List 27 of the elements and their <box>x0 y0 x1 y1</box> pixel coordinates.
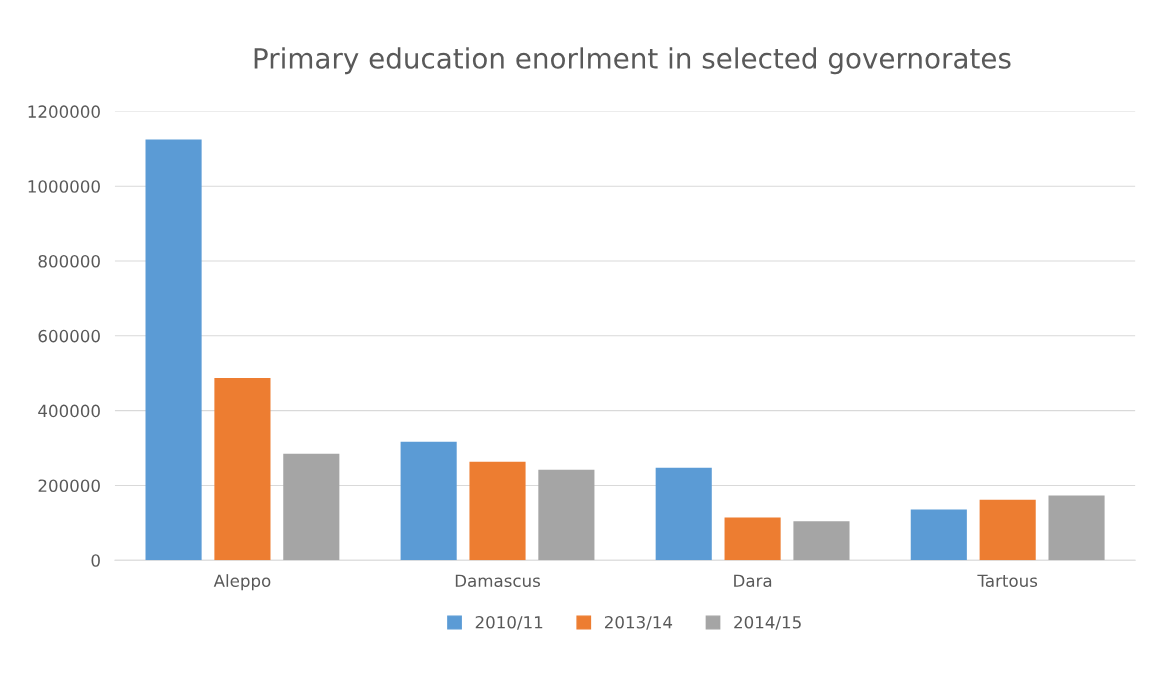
legend-label: 2013/14 <box>604 615 673 630</box>
x-tick-label: Tartous <box>977 574 1038 588</box>
bar <box>724 517 781 561</box>
y-tick-label: 0 <box>91 554 100 567</box>
y-tick-label: 200000 <box>38 479 100 493</box>
bar <box>979 499 1036 561</box>
bar <box>400 441 457 561</box>
legend-label: 2014/15 <box>734 615 801 630</box>
bar <box>655 467 712 561</box>
bar <box>1048 495 1105 561</box>
legend-label: 2010/11 <box>475 615 543 630</box>
y-tick-label: 600000 <box>38 329 100 343</box>
y-tick-label: 1000000 <box>28 180 100 193</box>
bar <box>538 469 595 561</box>
bar <box>469 461 526 561</box>
y-tick-label: 1200000 <box>28 105 100 118</box>
y-tick-label: 800000 <box>38 254 100 268</box>
bar <box>145 139 202 561</box>
x-tick-label: Aleppo <box>213 574 271 591</box>
bar <box>283 453 340 561</box>
bar <box>214 378 271 561</box>
chart-title: Primary education enorlment in selected governorates <box>254 47 1011 75</box>
bar <box>793 521 850 561</box>
bar <box>910 509 967 561</box>
x-tick-label: Damascus <box>455 574 540 588</box>
x-tick-label: Dara <box>734 574 772 588</box>
y-tick-label: 400000 <box>38 404 100 418</box>
